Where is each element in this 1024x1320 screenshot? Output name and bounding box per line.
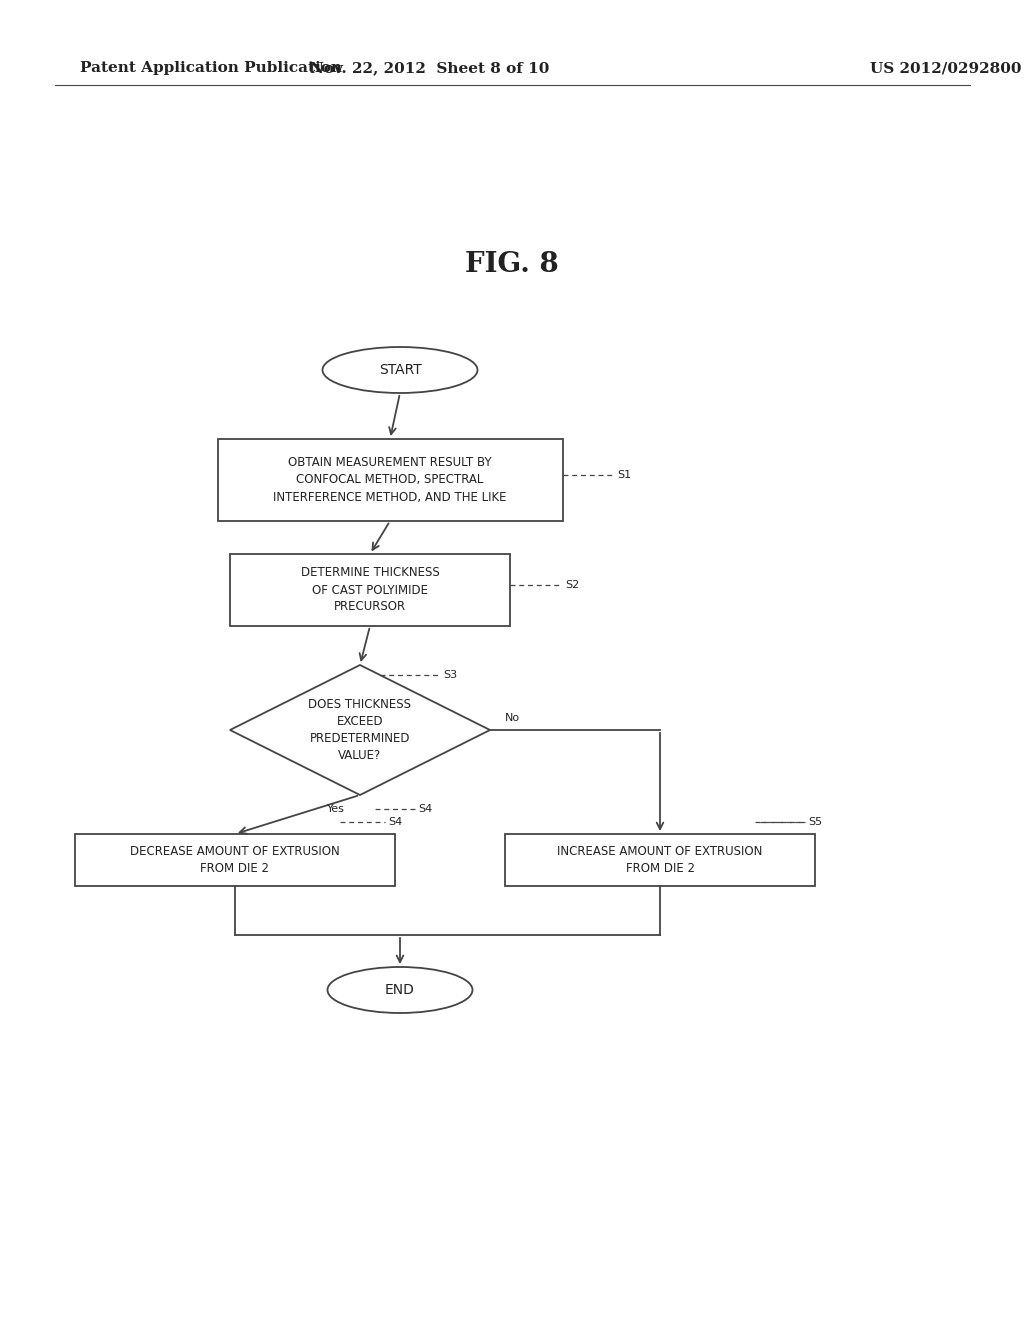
Text: Patent Application Publication: Patent Application Publication	[80, 61, 342, 75]
Text: DECREASE AMOUNT OF EXTRUSION
FROM DIE 2: DECREASE AMOUNT OF EXTRUSION FROM DIE 2	[130, 845, 340, 875]
Text: Nov. 22, 2012  Sheet 8 of 10: Nov. 22, 2012 Sheet 8 of 10	[310, 61, 550, 75]
Bar	[505, 834, 815, 886]
Text: DOES THICKNESS
EXCEED
PREDETERMINED
VALUE?: DOES THICKNESS EXCEED PREDETERMINED VALU…	[308, 698, 412, 762]
Text: No: No	[505, 713, 520, 723]
Text: US 2012/0292800 A1: US 2012/0292800 A1	[870, 61, 1024, 75]
Text: DETERMINE THICKNESS
OF CAST POLYIMIDE
PRECURSOR: DETERMINE THICKNESS OF CAST POLYIMIDE PR…	[301, 566, 439, 614]
Text: INCREASE AMOUNT OF EXTRUSION
FROM DIE 2: INCREASE AMOUNT OF EXTRUSION FROM DIE 2	[557, 845, 763, 875]
Text: S3: S3	[443, 671, 457, 680]
Text: Yes: Yes	[327, 804, 345, 814]
Text: S1: S1	[617, 470, 632, 480]
Bar	[75, 834, 395, 886]
Text: OBTAIN MEASUREMENT RESULT BY
CONFOCAL METHOD, SPECTRAL
INTERFERENCE METHOD, AND : OBTAIN MEASUREMENT RESULT BY CONFOCAL ME…	[273, 457, 507, 503]
Text: END: END	[385, 983, 415, 997]
Text: FIG. 8: FIG. 8	[465, 252, 559, 279]
Bar	[217, 440, 562, 521]
Text: S4: S4	[418, 804, 432, 814]
Text: S4: S4	[388, 817, 402, 828]
Bar	[230, 554, 510, 626]
Text: S5: S5	[808, 817, 822, 828]
Text: S2: S2	[565, 579, 580, 590]
Text: START: START	[379, 363, 421, 378]
